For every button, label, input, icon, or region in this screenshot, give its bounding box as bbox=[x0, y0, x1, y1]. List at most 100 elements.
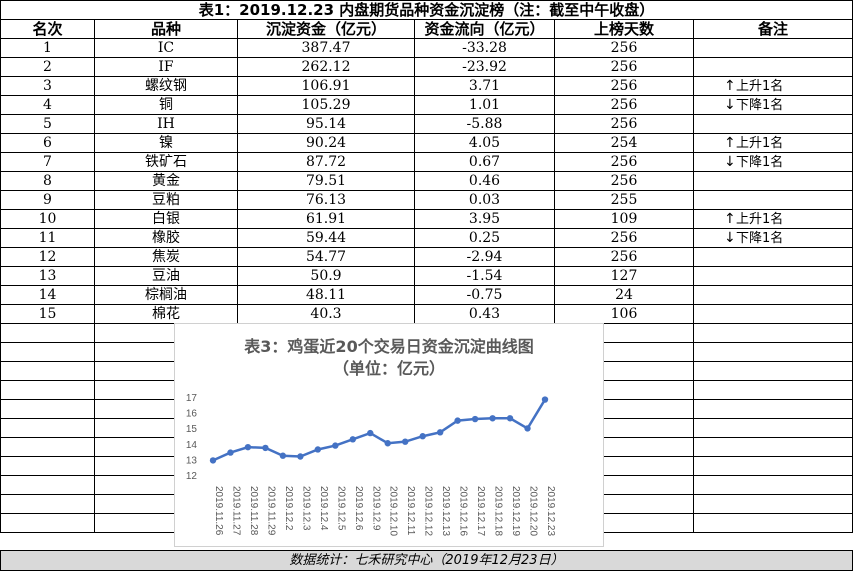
cell-rank: 5 bbox=[0, 115, 95, 134]
cell-fund: 54.77 bbox=[238, 248, 415, 267]
x-tick-label: 2019.11.29 bbox=[265, 486, 276, 536]
cell-days: 256 bbox=[555, 153, 694, 172]
cell-fund: 40.3 bbox=[238, 305, 415, 324]
empty-cell bbox=[555, 438, 694, 457]
table-row: 7 铁矿石 87.72 0.67 256 ↓下降1名 bbox=[0, 153, 853, 172]
y-tick-label: 14 bbox=[186, 440, 198, 451]
cell-name: 镍 bbox=[95, 134, 238, 153]
cell-days: 255 bbox=[555, 191, 694, 210]
footer-source: 数据统计：七禾研究中心（2019年12月23日） bbox=[0, 550, 853, 571]
cell-days: 256 bbox=[555, 39, 694, 58]
empty-cell bbox=[555, 381, 694, 400]
cell-fund: 59.44 bbox=[238, 229, 415, 248]
cell-note bbox=[694, 172, 853, 191]
cell-flow: 1.01 bbox=[415, 96, 555, 115]
empty-cell bbox=[555, 343, 694, 362]
cell-flow: -33.28 bbox=[415, 39, 555, 58]
data-point bbox=[489, 415, 496, 422]
rank-change-arrow-icon: ↑ bbox=[724, 78, 736, 94]
cell-days: 256 bbox=[555, 58, 694, 77]
cell-rank: 9 bbox=[0, 191, 95, 210]
empty-cell bbox=[0, 495, 95, 514]
cell-rank: 1 bbox=[0, 39, 95, 58]
cell-days: 106 bbox=[555, 305, 694, 324]
empty-cell bbox=[694, 381, 853, 400]
empty-cell bbox=[0, 438, 95, 457]
chart-svg: 表3：鸡蛋近20个交易日资金沉淀曲线图 （单位：亿元） 12 13 14 15 16 17… bbox=[186, 337, 556, 536]
cell-note bbox=[694, 115, 853, 134]
header-name: 品种 bbox=[95, 20, 238, 39]
x-tick-label: 2019.12.11 bbox=[405, 486, 416, 536]
cell-days: 127 bbox=[555, 267, 694, 286]
rank-change-arrow-icon: ↓ bbox=[724, 154, 736, 170]
cell-rank: 6 bbox=[0, 134, 95, 153]
cell-name: 豆油 bbox=[95, 267, 238, 286]
cell-days: 24 bbox=[555, 286, 694, 305]
cell-days: 256 bbox=[555, 229, 694, 248]
cell-name: IH bbox=[95, 115, 238, 134]
x-tick-label: 2019.12.2 bbox=[283, 486, 294, 531]
table-row: 3 螺纹钢 106.91 3.71 256 ↑上升1名 bbox=[0, 77, 853, 96]
empty-cell bbox=[555, 324, 694, 343]
data-point bbox=[524, 425, 531, 432]
table-row: 1 IC 387.47 -33.28 256 bbox=[0, 39, 853, 58]
cell-name: 铁矿石 bbox=[95, 153, 238, 172]
data-point bbox=[367, 429, 374, 437]
cell-name: 白银 bbox=[95, 210, 238, 229]
rank-change-label: 下降1名 bbox=[736, 155, 784, 170]
x-tick-label: 2019.11.27 bbox=[230, 486, 241, 536]
cell-days: 256 bbox=[555, 77, 694, 96]
cell-flow: 4.05 bbox=[415, 134, 555, 153]
cell-name: 焦炭 bbox=[95, 248, 238, 267]
cell-note: ↑上升1名 bbox=[694, 77, 853, 96]
y-tick-label: 12 bbox=[186, 471, 198, 482]
rank-change-arrow-icon: ↓ bbox=[724, 97, 736, 113]
cell-note bbox=[694, 305, 853, 324]
x-tick-label: 2019.12.19 bbox=[510, 486, 521, 536]
x-tick-label: 2019.12.20 bbox=[528, 486, 539, 536]
cell-flow: -1.54 bbox=[415, 267, 555, 286]
y-tick-label: 17 bbox=[186, 393, 198, 404]
empty-cell bbox=[555, 457, 694, 476]
empty-cell bbox=[694, 362, 853, 381]
cell-flow: -23.92 bbox=[415, 58, 555, 77]
data-point bbox=[244, 443, 252, 451]
x-tick-label: 2019.11.26 bbox=[213, 486, 224, 536]
cell-flow: -0.75 bbox=[415, 286, 555, 305]
cell-rank: 13 bbox=[0, 267, 95, 286]
empty-cell bbox=[0, 419, 95, 438]
cell-days: 256 bbox=[555, 96, 694, 115]
cell-flow: 0.67 bbox=[415, 153, 555, 172]
cell-note bbox=[694, 191, 853, 210]
rank-change-label: 下降1名 bbox=[736, 98, 784, 113]
chart-title: 表3：鸡蛋近20个交易日资金沉淀曲线图 bbox=[243, 337, 533, 356]
header-days: 上榜天数 bbox=[555, 20, 694, 39]
rank-change-label: 上升1名 bbox=[736, 212, 784, 227]
table-row: 9 豆粕 76.13 0.03 255 bbox=[0, 191, 853, 210]
data-point bbox=[471, 415, 479, 423]
cell-fund: 61.91 bbox=[238, 210, 415, 229]
empty-cell bbox=[0, 514, 95, 533]
cell-name: 铜 bbox=[95, 96, 238, 115]
cell-flow: 0.03 bbox=[415, 191, 555, 210]
cell-rank: 4 bbox=[0, 96, 95, 115]
data-point bbox=[314, 446, 322, 453]
cell-name: 豆粕 bbox=[95, 191, 238, 210]
cell-name: 棉花 bbox=[95, 305, 238, 324]
empty-cell bbox=[694, 400, 853, 419]
data-point bbox=[227, 449, 234, 456]
cell-note: ↑上升1名 bbox=[694, 210, 853, 229]
x-tick-label: 2019.12.10 bbox=[388, 486, 399, 536]
header-flow: 资金流向（亿元） bbox=[415, 20, 555, 39]
empty-cell bbox=[694, 476, 853, 495]
cell-flow: 3.95 bbox=[415, 210, 555, 229]
cell-rank: 11 bbox=[0, 229, 95, 248]
cell-rank: 2 bbox=[0, 58, 95, 77]
cell-rank: 15 bbox=[0, 305, 95, 324]
empty-cell bbox=[555, 362, 694, 381]
cell-fund: 387.47 bbox=[238, 39, 415, 58]
cell-fund: 262.12 bbox=[238, 58, 415, 77]
data-point bbox=[454, 417, 461, 424]
empty-cell bbox=[694, 495, 853, 514]
